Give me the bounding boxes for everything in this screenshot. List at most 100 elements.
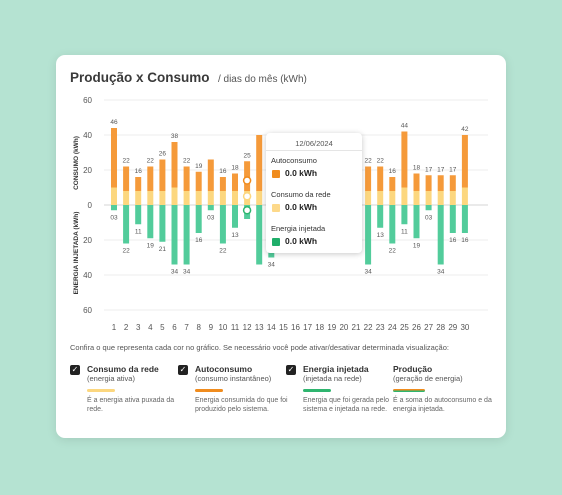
legend-name-autoconsumo: Autoconsumo (195, 364, 253, 374)
legend-line-autoconsumo (195, 389, 223, 392)
bar-autoconsumo (123, 166, 130, 191)
x-tick-label: 30 (460, 323, 469, 332)
tooltip-label-autoconsumo: Autoconsumo (271, 156, 317, 165)
bottom-data-label: 21 (159, 246, 167, 253)
bar-autoconsumo (401, 131, 408, 188)
hover-marker-autoconsumo (242, 176, 252, 185)
tooltip-divider (266, 150, 362, 151)
bar-energia-injetada (377, 205, 384, 228)
tooltip-value-injetada: 0.0 kWh (285, 236, 318, 246)
bottom-data-label: 34 (183, 269, 191, 276)
bar-energia-injetada (413, 205, 420, 239)
x-tick-label: 13 (255, 323, 264, 332)
x-tick-label: 22 (364, 323, 373, 332)
bar-consumo-rede (135, 191, 142, 205)
bottom-data-label: 19 (413, 242, 421, 249)
y-axis-label-top: CONSUMO (kWh) (73, 136, 80, 190)
x-tick-label: 21 (352, 323, 361, 332)
bar-energia-injetada (389, 205, 396, 244)
x-tick-label: 15 (279, 323, 288, 332)
bar-consumo-rede (425, 191, 432, 205)
bottom-data-label: 19 (147, 242, 155, 249)
bar-energia-injetada (111, 205, 117, 211)
checkbox-autoconsumo[interactable]: ✓ (178, 365, 188, 375)
top-data-label: 46 (110, 119, 118, 126)
x-tick-label: 10 (218, 323, 227, 332)
x-tick-label: 23 (376, 323, 385, 332)
bar-autoconsumo (111, 128, 117, 188)
x-tick-label: 9 (209, 323, 214, 332)
bar-autoconsumo (147, 166, 154, 191)
bar-autoconsumo (232, 173, 238, 191)
bar-autoconsumo (256, 135, 263, 191)
legend-line-consumo-rede (87, 389, 115, 392)
bar-energia-injetada (449, 205, 456, 233)
top-data-label: 22 (183, 158, 191, 165)
legend-sub-consumo-rede: (energia ativa) (87, 374, 135, 383)
bar-autoconsumo (135, 177, 142, 191)
x-tick-label: 8 (196, 323, 201, 332)
chart-subtitle: / dias do mês (kWh) (217, 74, 307, 85)
bar-consumo-rede (183, 191, 190, 205)
bar-autoconsumo (244, 161, 251, 191)
x-tick-label: 29 (448, 323, 457, 332)
x-tick-label: 5 (160, 323, 165, 332)
bar-consumo-rede (159, 191, 166, 205)
checkbox-consumo-rede[interactable]: ✓ (70, 365, 80, 375)
bottom-data-label: 13 (231, 232, 239, 239)
bar-consumo-rede (171, 187, 178, 205)
bar-consumo-rede (111, 187, 117, 205)
checkbox-injetada[interactable]: ✓ (286, 365, 296, 375)
top-data-label: 17 (437, 166, 445, 173)
bar-energia-injetada (195, 205, 202, 233)
bar-energia-injetada (219, 205, 226, 244)
bar-consumo-rede (365, 191, 372, 205)
bar-consumo-rede (401, 187, 408, 205)
x-tick-label: 1 (112, 323, 117, 332)
legend-sub-injetada: (injetada na rede) (303, 374, 362, 383)
x-tick-label: 18 (315, 323, 324, 332)
legend-sub-autoconsumo: (consumo instantâneo) (195, 374, 272, 383)
tooltip-label-consumo-rede: Consumo da rede (271, 190, 331, 199)
y-tick-label: 20 (83, 236, 92, 245)
bar-consumo-rede (377, 191, 384, 205)
top-data-label: 25 (243, 152, 251, 159)
tooltip-label-injetada: Energia injetada (271, 224, 326, 233)
bar-consumo-rede (256, 191, 263, 205)
bar-energia-injetada (135, 205, 142, 225)
legend-desc-injetada: Energia que foi gerada pelo sistema e in… (303, 397, 390, 413)
bar-consumo-rede (413, 191, 420, 205)
top-data-label: 18 (413, 165, 421, 172)
top-data-label: 18 (231, 165, 239, 172)
hover-marker-consumo-rede (242, 192, 252, 201)
bar-energia-injetada (232, 205, 238, 228)
tooltip-swatch-autoconsumo (272, 170, 280, 178)
x-tick-label: 17 (303, 323, 312, 332)
bottom-data-label: 13 (377, 232, 385, 239)
bar-consumo-rede (232, 191, 238, 205)
x-tick-label: 11 (231, 323, 240, 332)
bar-consumo-rede (195, 191, 202, 205)
y-tick-label: 0 (88, 201, 93, 210)
legend-sub-producao: (geração de energia) (393, 374, 463, 383)
x-tick-label: 19 (327, 323, 336, 332)
bottom-data-label: 16 (449, 237, 457, 244)
legend-desc-consumo-rede: É a energia ativa puxada da rede. (87, 397, 175, 413)
bottom-data-label: 11 (135, 228, 142, 235)
bar-autoconsumo (449, 175, 456, 191)
y-axis-label-bottom: ENERGIA INJETADA (kWh) (73, 212, 80, 295)
bar-consumo-rede (449, 191, 456, 205)
legend-name-injetada: Energia injetada (303, 364, 369, 374)
y-tick-label: 60 (83, 96, 92, 105)
top-data-label: 22 (377, 158, 385, 165)
bottom-data-label: 22 (122, 248, 130, 255)
top-data-label: 22 (122, 158, 130, 165)
tooltip-swatch-injetada (272, 238, 280, 246)
bottom-data-label: 03 (425, 214, 433, 221)
bottom-data-label: 34 (364, 269, 372, 276)
title-row: Produção x Consumo / dias do mês (kWh) (70, 69, 307, 87)
bar-energia-injetada (171, 205, 178, 265)
x-tick-label: 25 (400, 323, 409, 332)
y-tick-label: 40 (83, 271, 92, 280)
bar-energia-injetada (365, 205, 372, 265)
